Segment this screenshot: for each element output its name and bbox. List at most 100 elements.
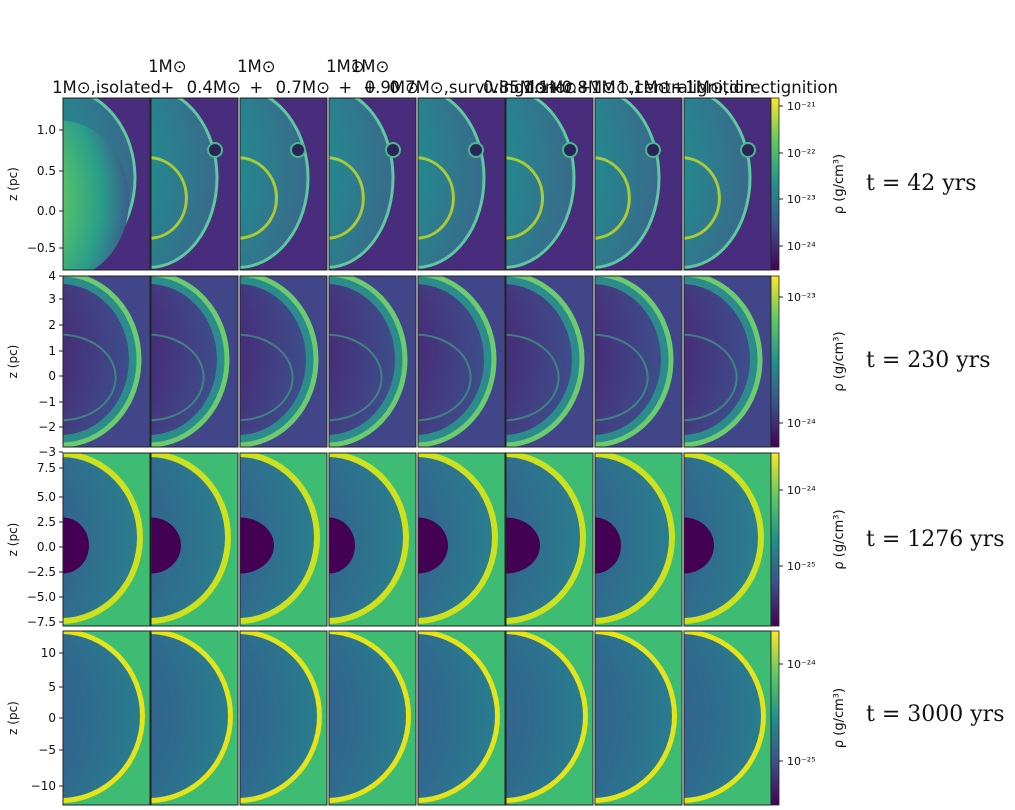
ejecta-ring bbox=[595, 156, 631, 240]
column-header-line: 0.7M⊙ bbox=[275, 78, 330, 97]
remnant-interior bbox=[329, 284, 395, 435]
y-axis-label: z (pc) bbox=[6, 701, 20, 735]
density-panel bbox=[594, 630, 683, 806]
shock-knot bbox=[207, 142, 223, 158]
column-header-line: 1M⊙ + bbox=[350, 57, 390, 97]
shock-knot bbox=[468, 142, 484, 158]
y-tick-label: −2 bbox=[38, 420, 56, 434]
remnant-interior bbox=[684, 284, 750, 435]
shock-knot bbox=[740, 142, 756, 158]
ejecta-cavity bbox=[595, 517, 621, 574]
column-header-line: 1M⊙ + bbox=[237, 57, 276, 97]
colorbar-scale bbox=[770, 630, 780, 806]
y-tick-label: 5.0 bbox=[37, 490, 56, 504]
y-tick-label: −5 bbox=[38, 743, 56, 757]
density-panel bbox=[239, 452, 328, 627]
column-header: 1M⊙ +0.4M⊙ bbox=[148, 0, 241, 98]
density-panel bbox=[505, 275, 594, 448]
y-tick-label: −1 bbox=[38, 395, 56, 409]
ejecta-ring bbox=[684, 156, 721, 240]
reverse-shock bbox=[151, 333, 205, 422]
density-panel bbox=[683, 97, 772, 271]
density-panel bbox=[150, 630, 239, 806]
density-panel bbox=[328, 275, 417, 448]
panel-frame bbox=[150, 630, 239, 806]
colorbar-label: ρ (g/cm³) bbox=[832, 331, 847, 391]
panel-frame bbox=[417, 630, 506, 806]
remnant-interior bbox=[240, 284, 306, 435]
y-tick-label: −7.5 bbox=[27, 615, 56, 629]
density-panel bbox=[328, 97, 417, 271]
reverse-shock bbox=[329, 333, 383, 422]
time-label: t = 230 yrs bbox=[866, 348, 991, 373]
y-tick-label: 7.5 bbox=[37, 461, 56, 475]
panel-frame bbox=[239, 452, 328, 627]
remnant-interior bbox=[151, 457, 225, 618]
y-tick-label: 3 bbox=[48, 292, 56, 306]
column-header-line: 0.4M⊙ bbox=[186, 78, 241, 97]
panel-frame bbox=[239, 275, 328, 448]
y-tick-label: 0 bbox=[48, 369, 56, 383]
remnant-interior bbox=[506, 284, 572, 435]
panel-frame bbox=[150, 275, 239, 448]
density-panel bbox=[328, 452, 417, 627]
y-tick-label: −0.5 bbox=[27, 241, 56, 255]
remnant-interior bbox=[595, 284, 661, 435]
shock-knot bbox=[645, 142, 661, 158]
y-tick-label: −3 bbox=[38, 445, 56, 459]
colorbar-tick-label: 10⁻²² bbox=[787, 147, 816, 160]
remnant-interior bbox=[684, 457, 758, 618]
panel-frame bbox=[417, 97, 506, 271]
y-tick-label: 0.0 bbox=[37, 540, 56, 554]
remnant-interior bbox=[595, 634, 672, 798]
colorbar-label: ρ (g/cm³) bbox=[832, 509, 847, 569]
y-tick-label: 2 bbox=[48, 318, 56, 332]
column-header-line: 1M⊙ + bbox=[326, 57, 365, 97]
ejecta-cavity bbox=[418, 517, 448, 574]
panel-frame bbox=[62, 275, 151, 448]
remnant-interior bbox=[240, 634, 317, 798]
y-axis-label: z (pc) bbox=[6, 167, 20, 201]
y-tick-label: 1 bbox=[48, 344, 56, 358]
remnant-interior bbox=[595, 457, 669, 618]
panel-frame bbox=[150, 97, 239, 271]
density-panel bbox=[150, 97, 239, 271]
panel-frame bbox=[505, 275, 594, 448]
panel-frame bbox=[62, 452, 151, 627]
colorbar-tick-label: 10⁻²⁴ bbox=[787, 240, 816, 253]
remnant-interior bbox=[506, 634, 583, 798]
density-panel bbox=[239, 275, 328, 448]
density-panel bbox=[417, 275, 506, 448]
column-header: 1.1M⊙ +1M⊙, direct ignition bbox=[617, 0, 838, 98]
density-panel bbox=[62, 275, 151, 448]
density-panel bbox=[683, 275, 772, 448]
colorbar-scale bbox=[770, 97, 780, 271]
density-panel bbox=[505, 97, 594, 271]
colorbar-tick-label: 10⁻²¹ bbox=[787, 100, 816, 113]
remnant-interior bbox=[151, 634, 228, 798]
density-panel bbox=[62, 97, 151, 271]
reverse-shock bbox=[595, 333, 649, 422]
ejecta-cavity bbox=[506, 517, 540, 574]
density-panel bbox=[417, 452, 506, 627]
y-tick-label: 1.0 bbox=[37, 123, 56, 137]
density-panel bbox=[328, 630, 417, 806]
y-tick-label: −5.0 bbox=[27, 590, 56, 604]
ejecta-ring bbox=[506, 156, 544, 240]
panel-frame bbox=[594, 452, 683, 627]
density-panel bbox=[594, 452, 683, 627]
ejecta-ring bbox=[240, 156, 278, 240]
panel-frame bbox=[150, 452, 239, 627]
panel-frame bbox=[328, 275, 417, 448]
column-header-line: surviving bbox=[448, 78, 525, 97]
column-header-line: +0.8M⊙ bbox=[547, 78, 616, 97]
column-header-line: 0.9M⊙ bbox=[364, 78, 419, 97]
density-panel bbox=[62, 452, 151, 627]
density-panel bbox=[150, 452, 239, 627]
colorbar-label: ρ (g/cm³) bbox=[832, 688, 847, 748]
y-axis: 1.0 0.5 0.0 −0.5 z (pc) bbox=[6, 123, 63, 255]
ejecta-cavity bbox=[63, 517, 89, 574]
column-header-line: direct bbox=[729, 78, 777, 97]
